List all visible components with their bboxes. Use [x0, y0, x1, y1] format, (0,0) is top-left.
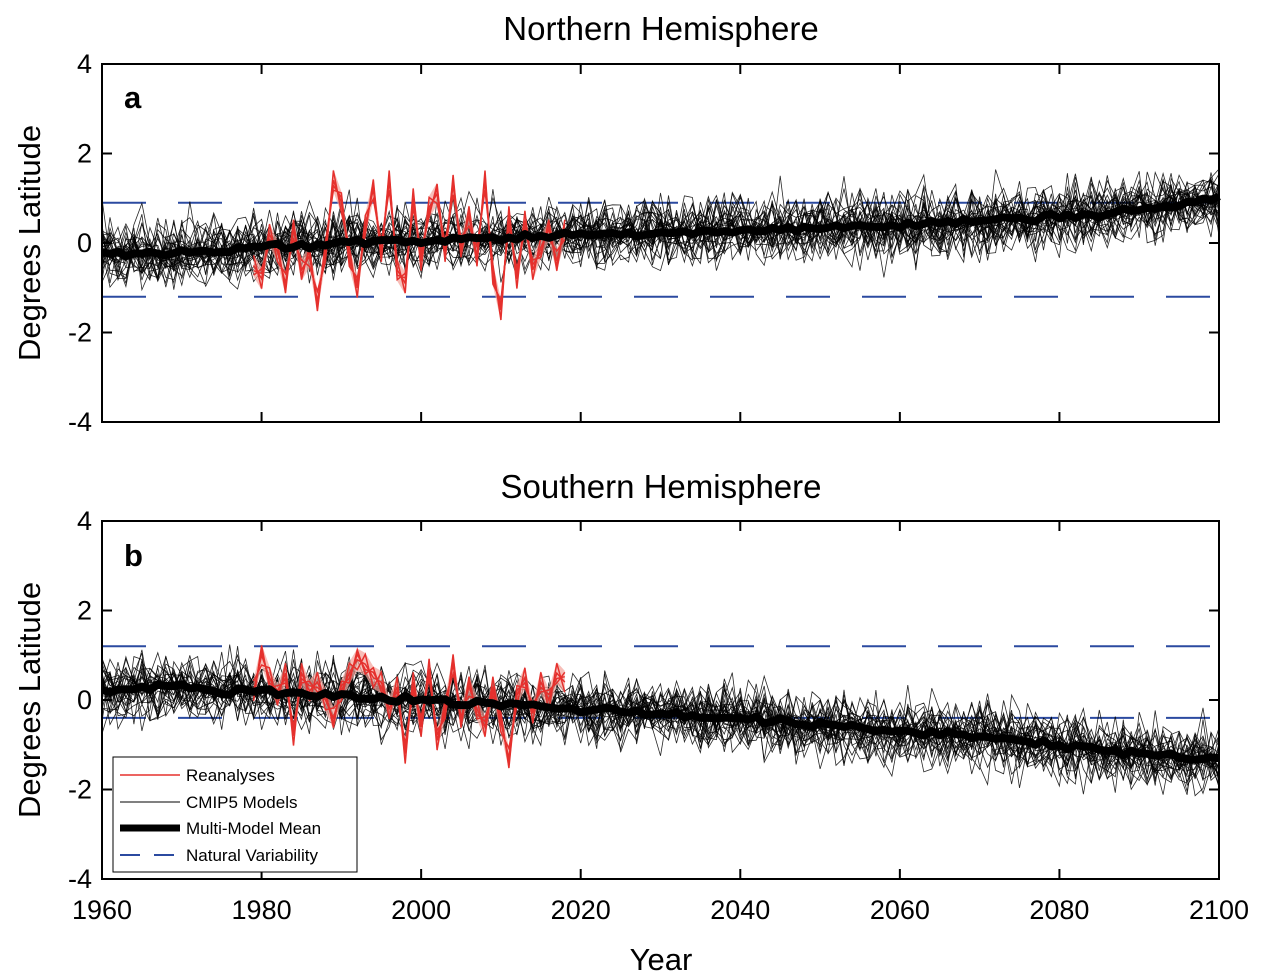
y-tick-label: 4 — [77, 506, 92, 536]
x-tick-label: 2000 — [391, 895, 451, 925]
y-tick-label: -2 — [68, 775, 92, 805]
cmip5-model-line — [101, 644, 1220, 785]
y-tick-label: 2 — [77, 596, 92, 626]
legend-label-mean: Multi-Model Mean — [186, 819, 321, 838]
cmip5-model-line — [101, 658, 1220, 785]
legend-box — [112, 756, 358, 873]
cmip5-model-line — [101, 172, 1220, 289]
y-tick-label: 2 — [77, 139, 92, 169]
x-tick-label: 2080 — [1029, 895, 1089, 925]
x-tick-label: 2040 — [710, 895, 770, 925]
x-tick-label: 2020 — [551, 895, 611, 925]
panel-b-title: Southern Hemisphere — [500, 468, 821, 505]
legend-label-reanalyses: Reanalyses — [186, 766, 275, 785]
legend: Reanalyses CMIP5 Models Multi-Model Mean… — [112, 756, 358, 873]
cmip5-model-line — [101, 175, 1220, 290]
y-tick-label: 4 — [77, 49, 92, 79]
x-tick-label: 1960 — [72, 895, 132, 925]
cmip5-model-line — [101, 171, 1220, 288]
legend-label-natural-variability: Natural Variability — [186, 846, 318, 865]
panel-a-title: Northern Hemisphere — [503, 10, 818, 47]
panel-a-y-axis-label: Degrees Latitude — [12, 125, 47, 361]
reanalyses-spread — [253, 644, 565, 770]
y-tick-label: -2 — [68, 318, 92, 348]
x-tick-label: 2100 — [1189, 895, 1249, 925]
reanalyses-line — [252, 649, 565, 764]
panel-northern-hemisphere: Northern Hemisphere Degrees Latitude a 4… — [12, 10, 1221, 437]
x-axis-label: Year — [630, 942, 693, 976]
y-tick-label: -4 — [68, 864, 92, 894]
x-tick-label: 2060 — [870, 895, 930, 925]
legend-label-models: CMIP5 Models — [186, 793, 297, 812]
y-tick-label: 0 — [77, 228, 92, 258]
multi-model-mean-line — [100, 680, 1220, 764]
y-tick-label: 0 — [77, 685, 92, 715]
panel-b-label: b — [124, 538, 143, 573]
y-tick-label: -4 — [68, 407, 92, 437]
panel-a-plot-area — [101, 168, 1221, 322]
panel-a-label: a — [124, 80, 142, 115]
x-tick-label: 1980 — [232, 895, 292, 925]
multi-model-mean-line — [101, 192, 1221, 261]
panel-b-y-axis-label: Degrees Latitude — [12, 582, 47, 818]
panel-b-plot-area — [100, 644, 1220, 797]
panel-southern-hemisphere: Southern Hemisphere Degrees Latitude b Y… — [12, 468, 1249, 976]
